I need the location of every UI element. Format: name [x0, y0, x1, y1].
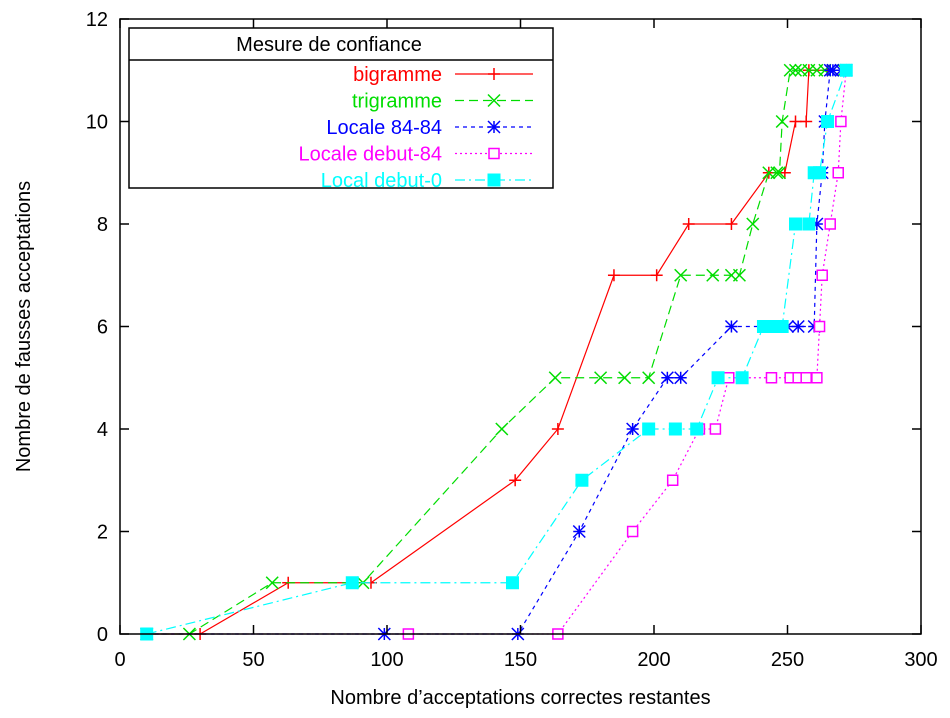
data-point — [746, 217, 760, 231]
x-tick-label: 200 — [637, 649, 670, 671]
legend-entry: Local debut-0 — [321, 170, 533, 192]
data-point — [551, 423, 564, 435]
data-point — [832, 167, 844, 179]
data-point — [650, 269, 663, 282]
data-point — [725, 218, 738, 230]
data-point — [788, 63, 803, 77]
series-line — [146, 70, 847, 635]
data-point — [839, 63, 853, 77]
y-tick-label: 8 — [97, 214, 108, 236]
data-point — [660, 371, 674, 385]
y-tick-label: 4 — [97, 419, 108, 441]
data-point — [811, 372, 823, 384]
y-tick-label: 12 — [86, 9, 108, 31]
x-tick-label: 300 — [904, 649, 937, 671]
data-point — [770, 166, 784, 180]
data-point — [674, 371, 688, 385]
data-point — [732, 268, 746, 282]
data-point — [816, 269, 828, 281]
data-point — [775, 114, 789, 129]
data-point — [765, 372, 778, 384]
y-tick-label: 0 — [97, 624, 108, 646]
data-point — [642, 422, 656, 436]
data-point — [709, 423, 722, 435]
data-point — [824, 218, 836, 230]
legend-label: trigramme — [352, 91, 442, 113]
data-point — [775, 320, 789, 333]
x-tick-label: 0 — [114, 649, 125, 671]
data-point — [674, 268, 688, 282]
legend-label: bigramme — [353, 64, 442, 86]
data-point — [626, 422, 640, 436]
legend-title: Mesure de confiance — [236, 34, 422, 56]
legend-marker — [488, 68, 500, 80]
data-point — [789, 217, 803, 231]
data-point — [813, 166, 827, 180]
legend-marker — [487, 173, 501, 187]
y-tick-label: 2 — [97, 522, 108, 544]
legend-entry: Locale 84-84 — [326, 117, 533, 139]
ticks-layer: 0 50 100 150 200 250 300 0 2 4 6 8 10 12 — [86, 9, 938, 671]
data-point — [682, 218, 695, 230]
x-tick-label: 50 — [242, 649, 264, 671]
data-point — [575, 473, 589, 487]
data-point — [778, 166, 791, 179]
data-point — [345, 576, 359, 590]
data-point — [802, 217, 816, 231]
data-point — [618, 371, 632, 385]
series-layer — [140, 63, 853, 641]
data-point — [800, 372, 812, 384]
data-point — [706, 268, 720, 282]
legend-label: Locale 84-84 — [326, 117, 442, 139]
data-point — [594, 371, 608, 385]
x-tick-label: 100 — [370, 649, 403, 671]
data-point — [772, 166, 787, 180]
y-tick-label: 6 — [97, 317, 108, 339]
legend-marker — [488, 147, 500, 160]
legend-entry: bigramme — [353, 64, 533, 86]
legend-label: Locale debut-84 — [299, 144, 442, 166]
data-point — [813, 320, 826, 333]
data-point — [711, 371, 725, 385]
data-point — [789, 115, 802, 128]
legend-entries: bigramme trigramme Locale 84-84 Locale debu… — [299, 64, 533, 192]
data-point — [668, 422, 682, 436]
legend-marker — [487, 120, 501, 134]
data-point — [791, 319, 805, 334]
data-point — [724, 319, 738, 334]
data-point — [735, 371, 749, 385]
data-point — [690, 422, 704, 436]
data-point — [783, 63, 797, 77]
legend-label: Local debut-0 — [321, 170, 442, 192]
data-point — [821, 115, 835, 128]
legend-box — [128, 27, 554, 189]
data-point — [509, 474, 522, 487]
x-tick-label: 250 — [771, 649, 804, 671]
data-point — [495, 422, 509, 436]
data-point — [572, 524, 586, 539]
series-4 — [140, 63, 853, 641]
x-axis-title: Nombre d’acceptations correctes restante… — [330, 687, 710, 709]
legend-entry: Locale debut-84 — [299, 144, 533, 166]
y-tick-label: 10 — [86, 112, 108, 134]
data-point — [666, 474, 679, 486]
y-axis-title: Nombre de fausses acceptations — [13, 181, 35, 472]
data-point — [800, 115, 813, 128]
legend-entry: trigramme — [352, 91, 533, 113]
data-point — [626, 525, 639, 538]
series-line — [146, 69, 844, 635]
legend-marker — [487, 93, 501, 108]
x-tick-label: 150 — [504, 649, 537, 671]
data-point — [607, 269, 620, 282]
data-point — [265, 576, 279, 590]
data-point — [548, 371, 562, 385]
data-point — [505, 576, 519, 590]
data-point — [835, 115, 847, 128]
legend: Mesure de confiance bigramme trigramme Loc… — [128, 27, 554, 192]
data-point — [642, 371, 656, 385]
